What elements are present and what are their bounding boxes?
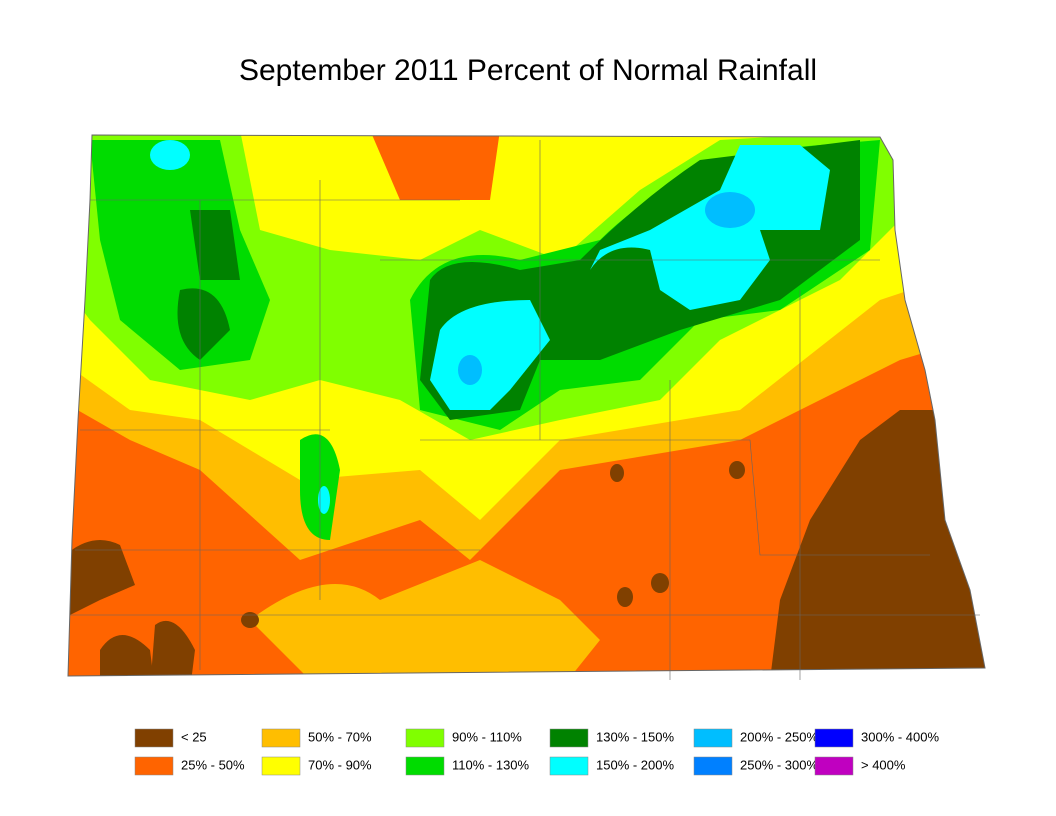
region <box>100 635 155 676</box>
region <box>458 355 482 385</box>
region <box>617 587 633 607</box>
region <box>590 145 830 310</box>
legend-label: 150% - 200% <box>596 757 674 772</box>
legend-label: 50% - 70% <box>308 729 372 744</box>
legend-label: 90% - 110% <box>452 729 522 744</box>
region <box>610 464 624 482</box>
region <box>729 461 745 479</box>
region <box>705 192 755 228</box>
legend-swatch <box>693 756 733 776</box>
legend-swatch <box>134 756 174 776</box>
legend-swatch <box>549 728 589 748</box>
legend: < 25 25% - 50% 50% - 70% 70% - 90% 90% - 110… <box>134 728 939 776</box>
legend-label: 110% - 130% <box>452 757 530 772</box>
legend-label: 250% - 300% <box>740 757 818 772</box>
legend-swatch <box>405 728 445 748</box>
legend-swatch <box>261 756 301 776</box>
legend-label: 25% - 50% <box>181 757 245 772</box>
state-outline <box>67 134 986 677</box>
region <box>770 410 985 676</box>
legend-label: 130% - 150% <box>596 729 674 744</box>
map-title: September 2011 Percent of Normal Rainfal… <box>239 54 817 87</box>
county-lines <box>70 140 980 680</box>
legend-label: > 400% <box>861 757 906 772</box>
region <box>250 560 600 676</box>
region <box>150 620 195 676</box>
legend-label: 300% - 400% <box>861 729 939 744</box>
region <box>430 300 550 410</box>
legend-label: 70% - 90% <box>308 757 372 772</box>
legend-swatch <box>405 756 445 776</box>
rainfall-map <box>68 135 985 676</box>
legend-swatch <box>134 728 174 748</box>
region <box>190 210 240 280</box>
legend-label: < 25 <box>181 729 207 744</box>
region <box>68 540 135 620</box>
region <box>241 612 259 628</box>
region <box>150 140 190 170</box>
legend-swatch <box>814 728 854 748</box>
legend-swatch <box>814 756 854 776</box>
legend-swatch <box>693 728 733 748</box>
region <box>370 135 500 200</box>
legend-label: 200% - 250% <box>740 729 818 744</box>
region <box>177 288 230 360</box>
legend-swatch <box>549 756 589 776</box>
legend-swatch <box>261 728 301 748</box>
region <box>90 140 270 370</box>
region <box>651 573 669 593</box>
region <box>318 486 330 514</box>
